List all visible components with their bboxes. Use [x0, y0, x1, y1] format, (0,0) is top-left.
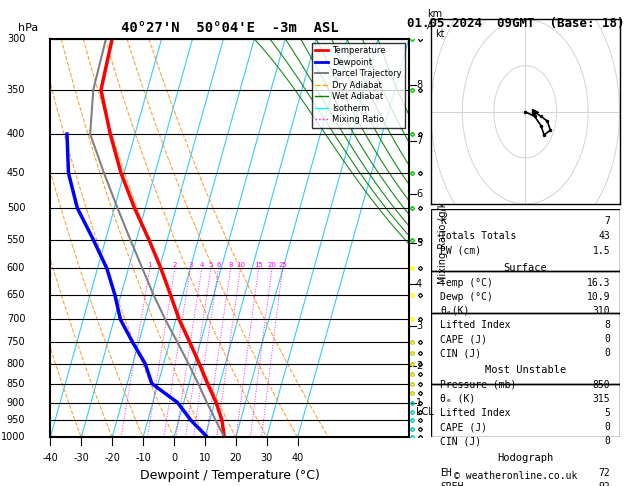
- Text: -10: -10: [135, 453, 151, 463]
- Text: 10.9: 10.9: [587, 292, 610, 302]
- Text: -20: -20: [104, 453, 120, 463]
- Text: 3: 3: [188, 262, 192, 268]
- Text: 700: 700: [7, 314, 25, 324]
- Text: 1: 1: [416, 398, 422, 408]
- Text: 40: 40: [291, 453, 304, 463]
- Text: EH: EH: [440, 468, 452, 478]
- Text: 0: 0: [171, 453, 177, 463]
- Text: 850: 850: [593, 380, 610, 390]
- Text: 315: 315: [593, 394, 610, 404]
- Text: 7: 7: [604, 216, 610, 226]
- Text: Lifted Index: Lifted Index: [440, 320, 511, 330]
- Text: 5: 5: [416, 238, 422, 247]
- Text: 40°27'N  50°04'E  -3m  ASL: 40°27'N 50°04'E -3m ASL: [121, 21, 338, 35]
- Text: km
ASL: km ASL: [426, 9, 445, 31]
- Text: 3: 3: [416, 321, 422, 331]
- Text: 1.5: 1.5: [593, 245, 610, 256]
- Text: 7: 7: [416, 136, 422, 146]
- Text: 10: 10: [199, 453, 211, 463]
- Text: 0: 0: [604, 334, 610, 344]
- Text: 10: 10: [236, 262, 245, 268]
- Text: Hodograph: Hodograph: [497, 452, 554, 463]
- Text: 5: 5: [209, 262, 213, 268]
- Text: 800: 800: [7, 359, 25, 368]
- Text: Surface: Surface: [503, 262, 547, 273]
- Text: 750: 750: [6, 337, 25, 347]
- Text: 8: 8: [228, 262, 233, 268]
- Text: 43: 43: [598, 231, 610, 241]
- Text: Pressure (mb): Pressure (mb): [440, 380, 516, 390]
- Text: K: K: [440, 216, 446, 226]
- Text: CIN (J): CIN (J): [440, 436, 481, 446]
- Text: CAPE (J): CAPE (J): [440, 422, 487, 432]
- Text: SREH: SREH: [440, 482, 464, 486]
- Text: Mixing Ratio (g/kg): Mixing Ratio (g/kg): [438, 192, 447, 284]
- Text: 650: 650: [7, 290, 25, 300]
- Text: CIN (J): CIN (J): [440, 348, 481, 358]
- Text: 0: 0: [604, 422, 610, 432]
- Text: CAPE (J): CAPE (J): [440, 334, 487, 344]
- Text: 8: 8: [604, 320, 610, 330]
- Text: kt: kt: [435, 29, 444, 39]
- Text: 950: 950: [7, 416, 25, 425]
- Text: 20: 20: [267, 262, 276, 268]
- Text: 30: 30: [260, 453, 273, 463]
- Text: 4: 4: [199, 262, 204, 268]
- Text: 310: 310: [593, 306, 610, 316]
- Text: 6: 6: [416, 190, 422, 199]
- Text: 2: 2: [416, 361, 422, 371]
- Text: 600: 600: [7, 263, 25, 273]
- Text: 500: 500: [7, 203, 25, 213]
- Text: 900: 900: [7, 398, 25, 408]
- Text: 1: 1: [148, 262, 152, 268]
- Text: 6: 6: [216, 262, 221, 268]
- Text: hPa: hPa: [18, 23, 38, 33]
- Text: 16.3: 16.3: [587, 278, 610, 288]
- Text: 550: 550: [6, 235, 25, 244]
- Text: © weatheronline.co.uk: © weatheronline.co.uk: [454, 471, 577, 481]
- Text: θₑ (K): θₑ (K): [440, 394, 476, 404]
- Text: 450: 450: [7, 168, 25, 178]
- Text: 5: 5: [604, 408, 610, 418]
- Text: Dewpoint / Temperature (°C): Dewpoint / Temperature (°C): [140, 469, 320, 482]
- Text: PW (cm): PW (cm): [440, 245, 481, 256]
- Text: 850: 850: [7, 379, 25, 389]
- Text: 400: 400: [7, 129, 25, 139]
- Text: 25: 25: [278, 262, 287, 268]
- Legend: Temperature, Dewpoint, Parcel Trajectory, Dry Adiabat, Wet Adiabat, Isotherm, Mi: Temperature, Dewpoint, Parcel Trajectory…: [312, 43, 404, 128]
- Text: 0: 0: [604, 348, 610, 358]
- Text: Most Unstable: Most Unstable: [484, 365, 566, 375]
- Text: Totals Totals: Totals Totals: [440, 231, 516, 241]
- Text: Temp (°C): Temp (°C): [440, 278, 493, 288]
- Text: 350: 350: [7, 85, 25, 95]
- Text: θₑ(K): θₑ(K): [440, 306, 470, 316]
- Text: 1000: 1000: [1, 433, 25, 442]
- Text: 2: 2: [173, 262, 177, 268]
- Text: -30: -30: [74, 453, 89, 463]
- Text: 300: 300: [7, 34, 25, 44]
- Text: 4: 4: [416, 279, 422, 290]
- Text: 92: 92: [598, 482, 610, 486]
- Text: Lifted Index: Lifted Index: [440, 408, 511, 418]
- Text: 20: 20: [230, 453, 242, 463]
- Text: 0: 0: [604, 436, 610, 446]
- Text: 15: 15: [254, 262, 263, 268]
- Text: -40: -40: [42, 453, 58, 463]
- Text: LCL: LCL: [416, 407, 434, 417]
- Text: 72: 72: [598, 468, 610, 478]
- Text: 8: 8: [416, 80, 422, 90]
- Text: Dewp (°C): Dewp (°C): [440, 292, 493, 302]
- Text: 01.05.2024  09GMT  (Base: 18): 01.05.2024 09GMT (Base: 18): [407, 17, 625, 30]
